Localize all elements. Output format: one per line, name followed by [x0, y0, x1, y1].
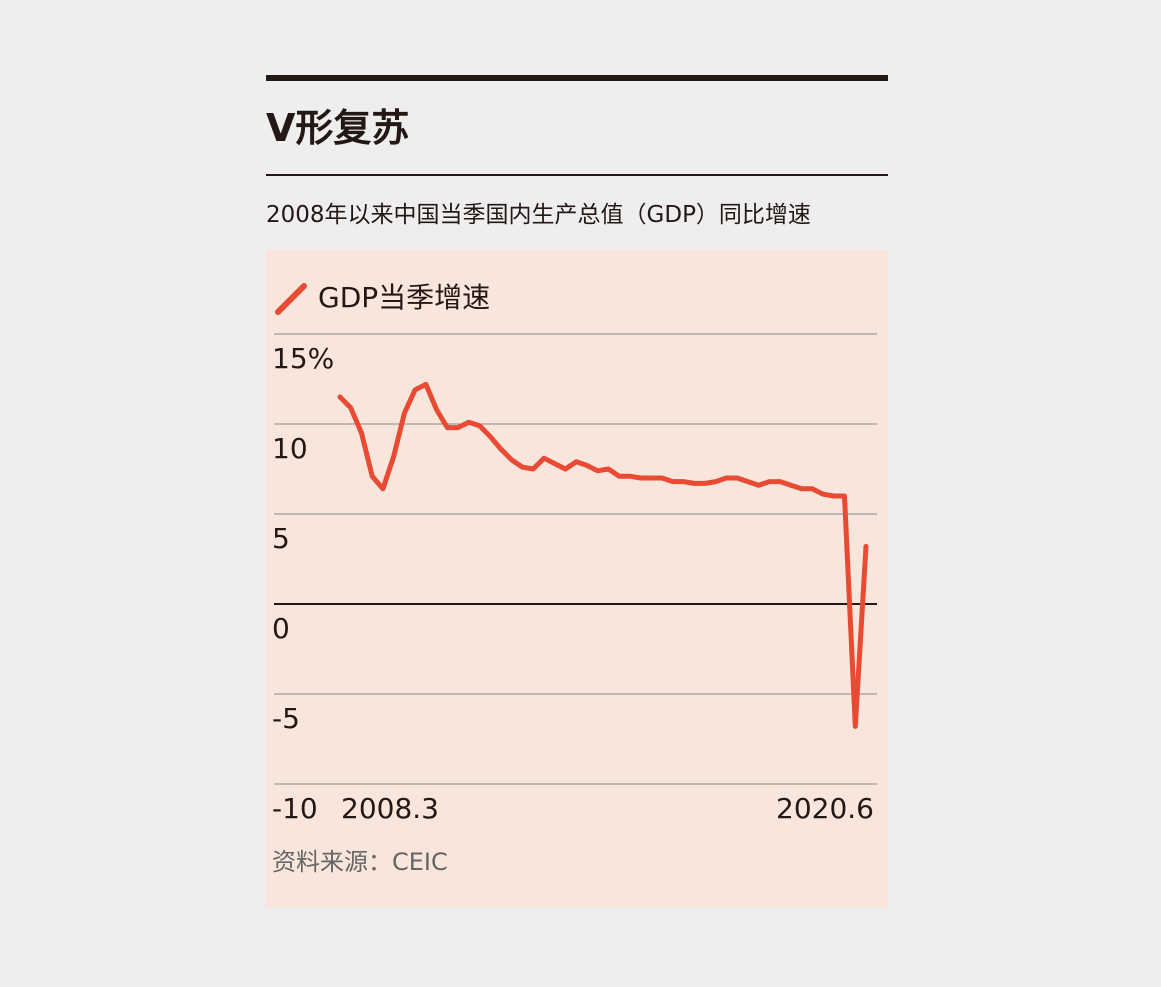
- data-point: [810, 487, 814, 491]
- data-point: [692, 481, 696, 485]
- line-chart: 15% 10 5 0 -5 -10 2008.3 2020.6: [272, 333, 877, 825]
- data-point: [628, 474, 632, 478]
- data-point: [488, 435, 492, 439]
- x-tick-labels: 2008.3 2020.6: [341, 792, 874, 825]
- data-point: [359, 431, 363, 435]
- y-tick-label: -10: [272, 792, 318, 825]
- legend: GDP当季增速: [274, 280, 490, 316]
- chart-title: V形复苏: [266, 106, 410, 150]
- data-point: [520, 465, 524, 469]
- y-tick-labels: 15% 10 5 0 -5 -10: [272, 342, 334, 825]
- data-point: [338, 395, 342, 399]
- data-point: [789, 483, 793, 487]
- x-tick-label-start: 2008.3: [341, 792, 439, 825]
- chart-panel: 15% 10 5 0 -5 -10 2008.3 2020.6 GDP当季增速 资料来源：C…: [266, 250, 888, 908]
- data-point: [478, 424, 482, 428]
- data-point: [767, 480, 771, 484]
- data-point: [585, 463, 589, 467]
- data-point: [671, 480, 675, 484]
- data-point: [832, 494, 836, 498]
- data-point: [660, 476, 664, 480]
- data-point: [746, 480, 750, 484]
- data-point: [392, 454, 396, 458]
- series-line-gdp: [337, 381, 869, 729]
- y-tick-label: 10: [272, 432, 308, 465]
- data-point: [703, 481, 707, 485]
- data-point: [435, 408, 439, 412]
- data-point: [542, 456, 546, 460]
- data-point: [445, 426, 449, 430]
- x-tick-label-end: 2020.6: [776, 792, 874, 825]
- title-rule: [266, 174, 888, 176]
- data-point: [424, 382, 428, 386]
- data-point: [499, 447, 503, 451]
- data-point: [553, 462, 557, 466]
- data-point: [349, 406, 353, 410]
- y-tick-label: 0: [272, 612, 290, 645]
- data-point: [617, 474, 621, 478]
- legend-swatch: [275, 283, 307, 315]
- source-note: 资料来源：CEIC: [272, 848, 448, 876]
- legend-label: GDP当季增速: [318, 281, 491, 314]
- data-point: [821, 492, 825, 496]
- data-point: [413, 388, 417, 392]
- y-tick-label: 5: [272, 522, 290, 555]
- grid-layer: [274, 333, 877, 785]
- data-point: [649, 476, 653, 480]
- data-point: [563, 467, 567, 471]
- data-point: [853, 724, 857, 728]
- data-point: [596, 469, 600, 473]
- data-point: [864, 544, 868, 548]
- data-point: [639, 476, 643, 480]
- data-point: [843, 494, 847, 498]
- data-point: [778, 480, 782, 484]
- data-point: [402, 411, 406, 415]
- data-point: [800, 487, 804, 491]
- data-point: [724, 476, 728, 480]
- data-point: [531, 467, 535, 471]
- data-point: [735, 476, 739, 480]
- data-point: [606, 467, 610, 471]
- data-point: [757, 483, 761, 487]
- y-tick-label: -5: [272, 702, 300, 735]
- data-point: [714, 480, 718, 484]
- data-point: [510, 458, 514, 462]
- data-point: [574, 460, 578, 464]
- y-tick-label: 15%: [272, 342, 334, 375]
- series-layer: [337, 381, 869, 729]
- top-rule: [266, 75, 888, 81]
- data-point: [381, 487, 385, 491]
- data-point: [370, 474, 374, 478]
- data-point: [467, 420, 471, 424]
- data-point: [456, 426, 460, 430]
- data-point: [682, 480, 686, 484]
- chart-subtitle: 2008年以来中国当季国内生产总值（GDP）同比增速: [266, 202, 811, 228]
